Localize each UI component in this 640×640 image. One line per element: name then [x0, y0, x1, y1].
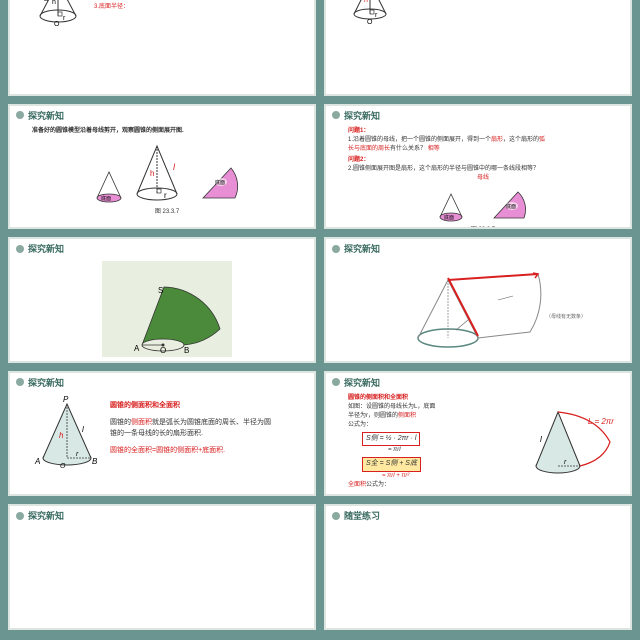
slide-6: 探究新知 （母线有无数条） [324, 237, 632, 363]
svg-text:S: S [158, 286, 163, 295]
header-dot [332, 512, 340, 520]
sector-icon: 底面 [193, 158, 241, 206]
header-dot [16, 111, 24, 119]
q1-title: 问题1： [348, 127, 618, 136]
sector-icon: 底面 [486, 184, 530, 224]
svg-text:r: r [164, 191, 167, 200]
header-dot [332, 111, 340, 119]
cone-labeled-icon: P A B O l r h [32, 394, 102, 474]
small-cone-icon: 底面 [436, 190, 466, 224]
header-title: 探究新知 [344, 376, 380, 389]
slide-5: 探究新知 S A O B [8, 237, 316, 363]
svg-text:l: l [383, 0, 385, 1]
svg-text:h: h [150, 169, 154, 178]
slide4-caption: 图 23.3.7 [348, 224, 618, 230]
header-title: 探究新知 [344, 109, 380, 122]
slide-4: 探究新知 问题1： 1.沿着圆锥的母线，把一个圆锥的侧面展开，得到一个扇形，这个… [324, 104, 632, 230]
slide-2: h r l O 例如：已知一个圆锥的高为6cm，半径为8cm， 则这个圆锥的母线… [324, 0, 632, 96]
slide-3: 探究新知 准备好的圆锥模型沿着母线剪开，观察圆锥的侧面展开图. 底面 h r l [8, 104, 316, 230]
formula-4: = πrl + πr² [382, 472, 518, 481]
header-title: 探究新知 [28, 509, 64, 522]
svg-text:A: A [134, 344, 140, 353]
svg-text:P: P [63, 395, 69, 404]
slide8-line1: 如图：设圆锥的母线长为L，底面 [348, 403, 518, 412]
svg-text:h: h [52, 0, 56, 6]
slide1-item3: 3.底面半径： [94, 3, 166, 12]
header-title: 随堂练习 [344, 509, 380, 522]
svg-text:B: B [184, 346, 189, 355]
svg-text:a: a [44, 0, 48, 3]
svg-text:底面: 底面 [101, 195, 111, 202]
cone-with-labels-icon: h r l [131, 140, 187, 206]
header-dot [332, 245, 340, 253]
small-cone-icon: 底面 [93, 168, 125, 206]
slide7-title: 圆锥的侧面积和全面积 [110, 400, 271, 411]
slide-10: 随堂练习 [324, 504, 632, 630]
slide-grid: a h r O 的母线. 思考：圆锥的母线有几条？ 3.底面半径： h r l [0, 0, 640, 630]
header-dot [16, 245, 24, 253]
slide-8: 探究新知 圆锥的侧面积和全面积 如图：设圆锥的母线长为L，底面 半径为r，则圆锥… [324, 371, 632, 497]
q1-text2: 长与底面的周长有什么关系？ 相等 [348, 145, 618, 154]
svg-text:r: r [63, 15, 66, 22]
q1-text: 1.沿着圆锥的母线，把一个圆锥的侧面展开，得到一个扇形，这个扇形的弧 [348, 136, 618, 145]
svg-text:B: B [92, 457, 98, 466]
slide3-caption: 图 23.3.7 [32, 206, 302, 215]
slide-9: 探究新知 [8, 504, 316, 630]
q2-ans: 母线 [348, 174, 618, 183]
svg-text:l: l [540, 435, 542, 444]
svg-text:l: l [82, 425, 84, 434]
cone-with-arc-icon: L = 2πr r l [518, 394, 618, 484]
slide-7: 探究新知 P A B O l r h 圆锥的侧面积和全面积 圆锥的侧面积就是弧长… [8, 371, 316, 497]
slide8-total: 全面积公式为： [348, 481, 518, 490]
slide7-body2: 锥的一条母线的长的扇形面积. [110, 428, 271, 439]
formula-1: S侧 = ½ · 2πr · l [362, 432, 420, 447]
sector-diagram-icon: S A O B [92, 259, 242, 359]
slide-1: a h r O 的母线. 思考：圆锥的母线有几条？ 3.底面半径： [8, 0, 316, 96]
q2-title: 问题2： [348, 156, 618, 165]
slide7-summary: 圆锥的全面积=圆锥的侧面积+底面积. [110, 445, 271, 456]
cone-unfold-3d-icon: （母线有无数条） [378, 260, 588, 358]
svg-text:（母线有无数条）: （母线有无数条） [546, 313, 586, 320]
svg-text:底面: 底面 [444, 214, 454, 221]
formula-2: = πrl [388, 446, 518, 455]
slide3-line1: 准备好的圆锥模型沿着母线剪开，观察圆锥的侧面展开图. [32, 127, 302, 136]
header-title: 探究新知 [28, 109, 64, 122]
svg-text:A: A [34, 457, 40, 466]
svg-text:底面: 底面 [506, 203, 516, 210]
svg-text:O: O [367, 19, 373, 26]
header-dot [16, 512, 24, 520]
cone-icon: h r l O [348, 0, 396, 26]
slide8-title: 圆锥的侧面积和全面积 [348, 394, 518, 403]
formula-3: S全 = S侧 + S底 [362, 457, 421, 472]
slide8-formula-label: 公式为： [348, 421, 518, 430]
svg-text:L = 2πr: L = 2πr [588, 417, 614, 426]
q2-text: 2.圆锥侧面展开图是扇形，这个扇形的半径与圆锥中的哪一条线段相等？ [348, 165, 618, 174]
svg-text:l: l [173, 162, 176, 172]
svg-text:h: h [59, 431, 64, 440]
header-dot [16, 378, 24, 386]
svg-text:O: O [60, 463, 66, 470]
header-title: 探究新知 [28, 242, 64, 255]
svg-text:O: O [160, 346, 166, 355]
svg-text:h: h [364, 0, 368, 4]
header-title: 探究新知 [344, 242, 380, 255]
svg-text:底面: 底面 [215, 179, 225, 186]
svg-text:O: O [54, 21, 60, 28]
header-dot [332, 378, 340, 386]
slide7-body: 圆锥的侧面积就是弧长为圆锥底面的周长、半径为圆 [110, 417, 271, 428]
cone-icon: a h r O [32, 0, 88, 28]
header-title: 探究新知 [28, 376, 64, 389]
slide8-line2: 半径为r，则圆锥的侧面积 [348, 412, 518, 421]
